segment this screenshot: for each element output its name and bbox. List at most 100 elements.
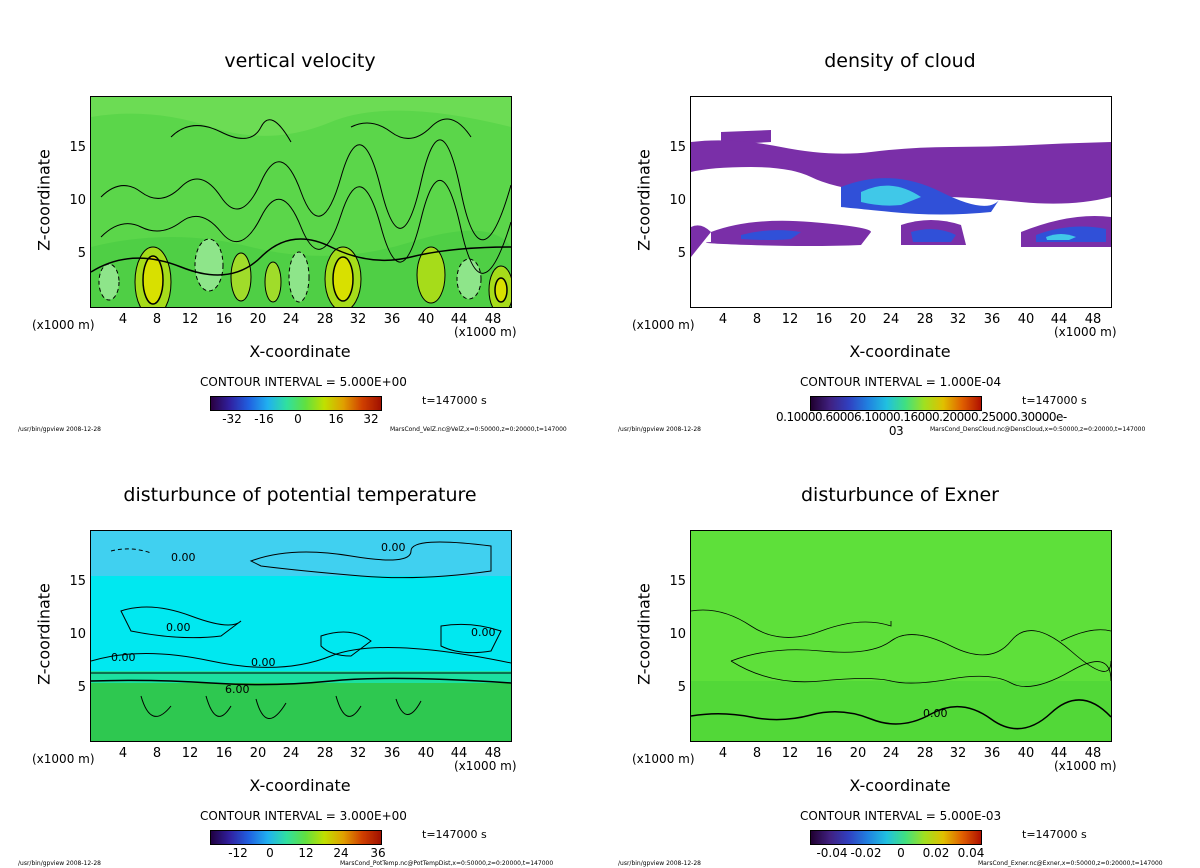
x-unit-label: (x1000 m)	[1054, 759, 1117, 773]
x-tick: 48	[1084, 312, 1102, 327]
colorbar-label: 0.10000.60006.10000.16000.20000.25000.30…	[776, 410, 1067, 438]
colorbar-tick: -32	[222, 412, 242, 426]
y-tick: 5	[77, 680, 86, 695]
contour-label: 0.00	[166, 621, 191, 634]
footer-right: MarsCond_DensCloud.nc@DensCloud,x=0:5000…	[930, 426, 1146, 433]
x-tick: 16	[215, 746, 233, 761]
contour-label: 0.00	[471, 626, 496, 639]
x-tick: 4	[718, 312, 728, 327]
x-tick: 36	[983, 746, 1001, 761]
x-tick: 48	[484, 312, 502, 327]
footer-right: MarsCond_Exner.nc@Exner,x=0:50000,z=0:20…	[978, 860, 1163, 867]
colorbar-tick: 36	[370, 846, 386, 860]
y-tick: 5	[677, 246, 686, 261]
chart-title: vertical velocity	[224, 50, 376, 72]
y-axis-label: Z-coordinate	[634, 149, 654, 251]
colorbar	[810, 830, 982, 845]
x-unit-label: (x1000 m)	[454, 325, 517, 339]
y-tick: 5	[677, 680, 686, 695]
x-tick: 8	[752, 746, 762, 761]
x-tick: 48	[1084, 746, 1102, 761]
y-tick: 15	[669, 574, 686, 589]
contour-label: 0.00	[923, 707, 948, 720]
x-tick: 24	[282, 312, 300, 327]
x-tick: 4	[118, 746, 128, 761]
cloud-field	[691, 130, 1111, 257]
time-label: t=147000 s	[1022, 394, 1087, 407]
x-axis-label: X-coordinate	[849, 776, 951, 795]
panel-exner: disturbunce of Exner Z-coordinate 15 10 …	[600, 434, 1200, 868]
x-tick: 20	[249, 312, 267, 327]
x-tick: 28	[316, 746, 334, 761]
colorbar-tick: -0.04	[816, 846, 848, 860]
y-tick: 10	[69, 193, 86, 208]
x-tick: 24	[882, 312, 900, 327]
contour-label: 6.00	[225, 683, 250, 696]
x-tick: 8	[152, 312, 162, 327]
chart-title: disturbunce of potential temperature	[123, 484, 477, 506]
contour-interval: CONTOUR INTERVAL = 3.000E+00	[200, 809, 407, 823]
x-tick: 32	[349, 312, 367, 327]
y-tick: 10	[669, 627, 686, 642]
y-tick: 15	[69, 574, 86, 589]
colorbar-tick: 12	[298, 846, 314, 860]
x-tick: 48	[484, 746, 502, 761]
colorbar-tick: 0	[897, 846, 905, 860]
x-unit-label: (x1000 m)	[632, 752, 695, 766]
x-tick: 12	[781, 312, 799, 327]
x-axis-label: X-coordinate	[249, 342, 351, 361]
panel-density-of-cloud: density of cloud Z-coordinate 15 10 5 (x…	[600, 0, 1200, 438]
footer-left: /usr/bin/gpview 2008-12-28	[618, 860, 701, 867]
colorbar-tick: 24	[333, 846, 349, 860]
colorbar-tick: 0.02	[922, 846, 950, 860]
x-tick: 16	[215, 312, 233, 327]
x-tick: 32	[949, 312, 967, 327]
x-unit-label: (x1000 m)	[454, 759, 517, 773]
x-tick: 8	[752, 312, 762, 327]
x-tick: 40	[417, 746, 435, 761]
contour-interval: CONTOUR INTERVAL = 1.000E-04	[800, 375, 1002, 389]
x-tick: 24	[282, 746, 300, 761]
x-tick: 36	[383, 312, 401, 327]
plot-area	[90, 96, 512, 308]
y-axis-label: Z-coordinate	[34, 149, 54, 251]
y-tick: 10	[69, 627, 86, 642]
x-tick: 36	[983, 312, 1001, 327]
plot-area: 0.00	[690, 530, 1112, 742]
y-tick: 5	[77, 246, 86, 261]
x-tick: 32	[949, 746, 967, 761]
x-tick: 44	[450, 746, 468, 761]
x-tick: 36	[383, 746, 401, 761]
colorbar-tick: 16	[328, 412, 344, 426]
x-tick: 20	[849, 312, 867, 327]
x-tick: 12	[181, 312, 199, 327]
x-tick: 20	[849, 746, 867, 761]
x-tick: 44	[450, 312, 468, 327]
chart-title: disturbunce of Exner	[800, 484, 999, 506]
x-tick: 44	[1050, 746, 1068, 761]
footer-right: MarsCond_PotTemp.nc@PotTempDist,x=0:5000…	[340, 860, 554, 867]
x-tick: 28	[316, 312, 334, 327]
x-unit-label: (x1000 m)	[32, 752, 95, 766]
x-axis-label: X-coordinate	[849, 342, 951, 361]
y-tick: 10	[669, 193, 686, 208]
x-unit-label: (x1000 m)	[1054, 325, 1117, 339]
x-tick: 12	[181, 746, 199, 761]
x-tick: 12	[781, 746, 799, 761]
colorbar-tick: -0.02	[850, 846, 882, 860]
time-label: t=147000 s	[422, 394, 487, 407]
x-unit-label: (x1000 m)	[632, 318, 695, 332]
time-label: t=147000 s	[422, 828, 487, 841]
x-tick: 32	[349, 746, 367, 761]
x-tick: 20	[249, 746, 267, 761]
y-tick: 15	[669, 140, 686, 155]
x-tick: 28	[916, 312, 934, 327]
colorbar	[810, 396, 982, 411]
panel-vertical-velocity: vertical velocity Z-coordinate 15 10 5	[0, 0, 600, 434]
x-tick: 24	[882, 746, 900, 761]
footer-left: /usr/bin/gpview 2008-12-28	[618, 426, 701, 433]
chart-title: density of cloud	[824, 50, 976, 72]
x-tick: 40	[1017, 746, 1035, 761]
x-axis-label: X-coordinate	[249, 776, 351, 795]
footer-left: /usr/bin/gpview 2008-12-28	[18, 860, 101, 867]
